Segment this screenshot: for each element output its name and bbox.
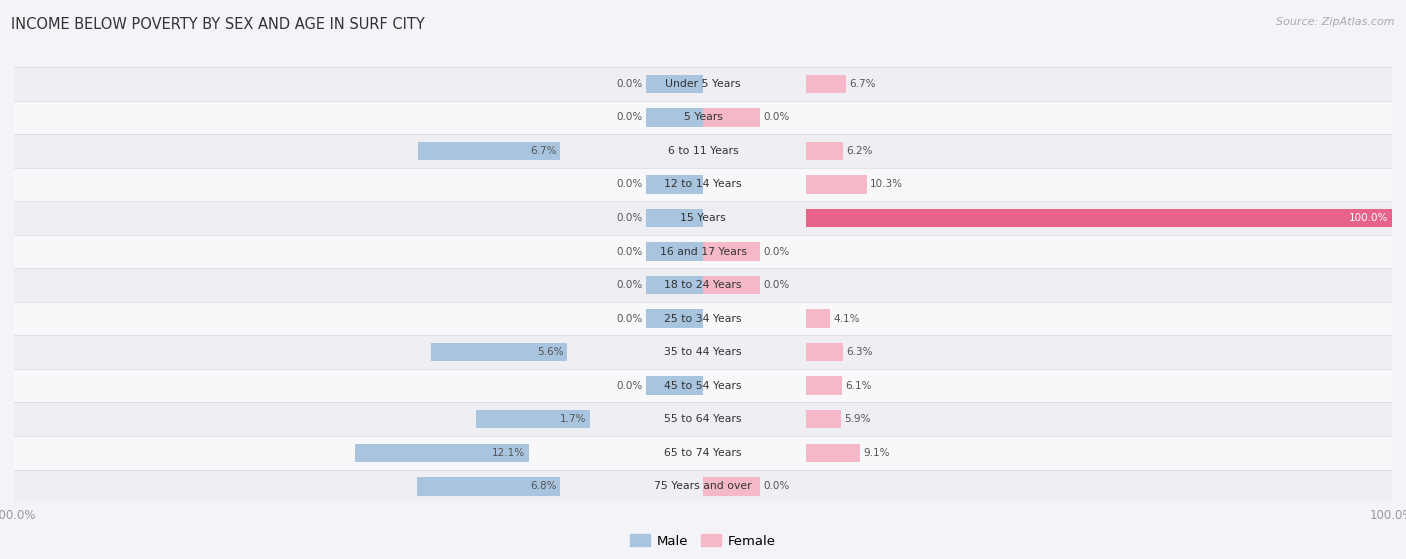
Bar xyxy=(703,243,759,260)
Bar xyxy=(14,402,1392,436)
Bar xyxy=(647,310,703,328)
Text: 45 to 54 Years: 45 to 54 Years xyxy=(664,381,742,391)
Text: 0.0%: 0.0% xyxy=(763,280,790,290)
Bar xyxy=(14,201,1392,235)
Text: 9.1%: 9.1% xyxy=(863,448,890,458)
Bar xyxy=(807,377,842,395)
Text: 0.0%: 0.0% xyxy=(616,280,643,290)
Text: 4.1%: 4.1% xyxy=(834,314,860,324)
Bar xyxy=(14,134,1392,168)
Text: 5.6%: 5.6% xyxy=(537,347,564,357)
Text: 16 and 17 Years: 16 and 17 Years xyxy=(659,247,747,257)
Text: 15 Years: 15 Years xyxy=(681,213,725,223)
Text: 5.9%: 5.9% xyxy=(845,414,870,424)
Text: 5 Years: 5 Years xyxy=(683,112,723,122)
Legend: Male, Female: Male, Female xyxy=(626,529,780,553)
Text: 6.3%: 6.3% xyxy=(846,347,873,357)
Bar xyxy=(14,369,1392,402)
Text: 0.0%: 0.0% xyxy=(616,247,643,257)
Text: 6.7%: 6.7% xyxy=(530,146,557,156)
Bar xyxy=(807,142,842,160)
Text: 65 to 74 Years: 65 to 74 Years xyxy=(664,448,742,458)
Bar xyxy=(430,343,567,361)
Text: 0.0%: 0.0% xyxy=(616,314,643,324)
Bar xyxy=(416,477,560,496)
Bar xyxy=(647,276,703,294)
Text: 6 to 11 Years: 6 to 11 Years xyxy=(668,146,738,156)
Bar xyxy=(647,243,703,260)
Text: Under 5 Years: Under 5 Years xyxy=(665,79,741,89)
Text: 0.0%: 0.0% xyxy=(616,79,643,89)
Text: 6.8%: 6.8% xyxy=(530,481,557,491)
Text: 18 to 24 Years: 18 to 24 Years xyxy=(664,280,742,290)
Bar xyxy=(14,101,1392,134)
Bar xyxy=(647,108,703,126)
Text: 1.7%: 1.7% xyxy=(560,414,586,424)
Text: 0.0%: 0.0% xyxy=(616,179,643,190)
Bar xyxy=(14,335,1392,369)
Bar xyxy=(354,444,529,462)
Bar xyxy=(807,310,831,328)
Text: 0.0%: 0.0% xyxy=(763,247,790,257)
Text: 75 Years and over: 75 Years and over xyxy=(654,481,752,491)
Text: 35 to 44 Years: 35 to 44 Years xyxy=(664,347,742,357)
Bar xyxy=(807,74,845,93)
Bar xyxy=(418,142,561,160)
Bar xyxy=(807,343,844,361)
Text: 0.0%: 0.0% xyxy=(616,213,643,223)
Text: Source: ZipAtlas.com: Source: ZipAtlas.com xyxy=(1277,17,1395,27)
Text: 6.7%: 6.7% xyxy=(849,79,876,89)
Text: 0.0%: 0.0% xyxy=(763,481,790,491)
Bar xyxy=(807,175,866,193)
Bar xyxy=(703,477,759,496)
Text: 0.0%: 0.0% xyxy=(616,112,643,122)
Bar xyxy=(14,268,1392,302)
Bar xyxy=(477,410,589,428)
Text: 10.3%: 10.3% xyxy=(870,179,903,190)
Bar xyxy=(647,209,703,227)
Bar xyxy=(14,235,1392,268)
Bar xyxy=(807,444,859,462)
Bar xyxy=(647,175,703,193)
Bar xyxy=(14,168,1392,201)
Text: 0.0%: 0.0% xyxy=(616,381,643,391)
Bar xyxy=(14,470,1392,503)
Text: 6.1%: 6.1% xyxy=(845,381,872,391)
Text: 6.2%: 6.2% xyxy=(846,146,873,156)
Text: 25 to 34 Years: 25 to 34 Years xyxy=(664,314,742,324)
Bar xyxy=(647,377,703,395)
Text: 0.0%: 0.0% xyxy=(763,112,790,122)
Text: INCOME BELOW POVERTY BY SEX AND AGE IN SURF CITY: INCOME BELOW POVERTY BY SEX AND AGE IN S… xyxy=(11,17,425,32)
Text: 12.1%: 12.1% xyxy=(492,448,526,458)
Text: 12 to 14 Years: 12 to 14 Years xyxy=(664,179,742,190)
Bar xyxy=(14,67,1392,101)
Bar xyxy=(14,302,1392,335)
Bar xyxy=(703,276,759,294)
Bar xyxy=(647,74,703,93)
Text: 100.0%: 100.0% xyxy=(1350,213,1389,223)
Bar xyxy=(807,209,1392,227)
Bar xyxy=(14,436,1392,470)
Bar xyxy=(703,108,759,126)
Text: 55 to 64 Years: 55 to 64 Years xyxy=(664,414,742,424)
Bar xyxy=(807,410,841,428)
